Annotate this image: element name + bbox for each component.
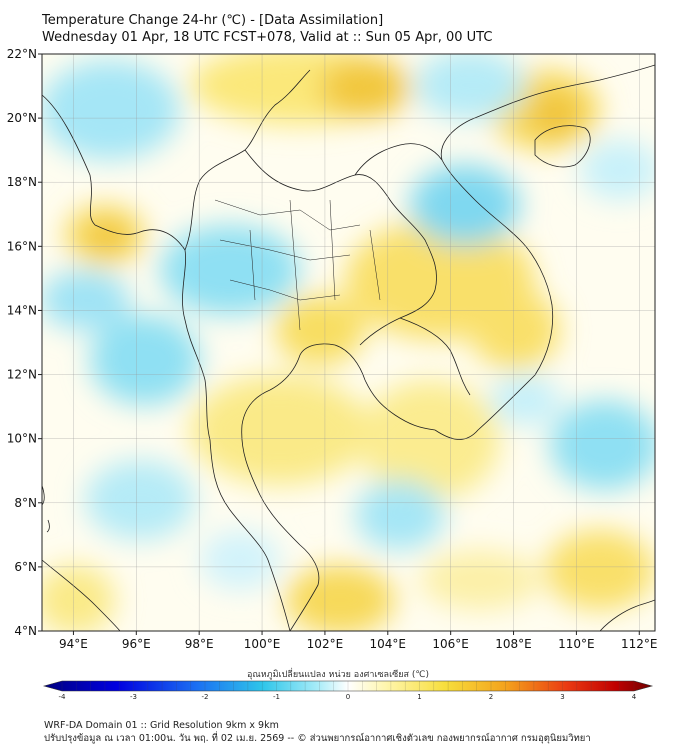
title-line-1: Temperature Change 24-hr (℃) - [Data Ass… [42, 13, 384, 28]
colorbar-ticks: -4 -3 -2 -1 0 1 2 3 4 [59, 693, 637, 701]
colorbar-tick-label: -3 [130, 693, 137, 701]
title-line-2: Wednesday 01 Apr, 18 UTC FCST+078, Valid… [42, 30, 493, 45]
coastline-borneo [599, 599, 655, 631]
colorbar-tick-label: 3 [560, 693, 564, 701]
lon-label: 110°E [558, 637, 595, 651]
colorbar-tick-label: 1 [417, 693, 421, 701]
longitude-labels: 94°E 96°E 98°E 100°E 102°E 104°E 106°E 108°E 110… [59, 637, 658, 651]
colorbar-tick-label: 2 [489, 693, 493, 701]
lat-label: 16°N [7, 239, 37, 253]
latitude-labels: 22°N 20°N 18°N 16°N 14°N 12°N 10°N 8°N 6°N 4°N [7, 47, 37, 638]
lat-label: 4°N [14, 624, 37, 638]
lon-label: 96°E [122, 637, 151, 651]
coastline-west [42, 94, 291, 631]
lat-label: 8°N [14, 496, 37, 510]
coastline-vietnam [434, 99, 554, 440]
border-cambodia [399, 317, 471, 396]
footer-line-2: ปรับปรุงข้อมูล ณ เวลา 01:00น. วัน พฤ. ที… [44, 733, 591, 744]
lon-label: 98°E [185, 637, 214, 651]
lat-label: 22°N [7, 47, 37, 61]
footer-line-1: WRF-DA Domain 01 :: Grid Resolution 9km … [44, 720, 279, 731]
province-lines [214, 199, 381, 331]
coastline-sumatra [42, 559, 121, 631]
lon-label: 104°E [370, 637, 407, 651]
islands-andaman [42, 484, 50, 533]
colorbar-tick-label: -4 [59, 693, 67, 701]
frame-ticks [38, 53, 640, 635]
footer: WRF-DA Domain 01 :: Grid Resolution 9km … [44, 719, 591, 745]
lat-label: 14°N [7, 303, 37, 317]
colorbar-tick-label: -2 [202, 693, 209, 701]
colorbar-tick-label: -1 [273, 693, 280, 701]
lon-label: 112°E [621, 637, 658, 651]
map-frame [41, 53, 656, 632]
lon-label: 102°E [307, 637, 344, 651]
border-thailand [244, 149, 437, 346]
temperature-field [42, 54, 655, 631]
coastline-gulf [241, 343, 436, 631]
lat-label: 12°N [7, 368, 37, 382]
graticule [42, 54, 655, 631]
border-myanmar [184, 69, 311, 251]
coastline-hainan [534, 125, 591, 168]
colorbar: -4 -3 -2 -1 0 1 2 3 4 [42, 680, 654, 701]
lat-label: 18°N [7, 175, 37, 189]
coastline-china [519, 64, 655, 101]
lon-label: 100°E [244, 637, 281, 651]
lon-label: 108°E [495, 637, 532, 651]
lon-label: 94°E [59, 637, 88, 651]
colorbar-tick-label: 4 [632, 693, 637, 701]
lat-label: 6°N [14, 560, 37, 574]
colorbar-divisions [61, 681, 635, 691]
lon-label: 106°E [432, 637, 469, 651]
chart-title: Temperature Change 24-hr (℃) - [Data Ass… [42, 12, 492, 46]
coastlines [42, 64, 655, 631]
border-laos [354, 143, 443, 176]
colorbar-caption: อุณหภูมิเปลี่ยนแปลง หน่วย องศาเซลเซียส (… [246, 670, 430, 680]
lat-label: 20°N [7, 111, 37, 125]
colorbar-tick-label: 0 [346, 693, 350, 701]
lat-label: 10°N [7, 432, 37, 446]
